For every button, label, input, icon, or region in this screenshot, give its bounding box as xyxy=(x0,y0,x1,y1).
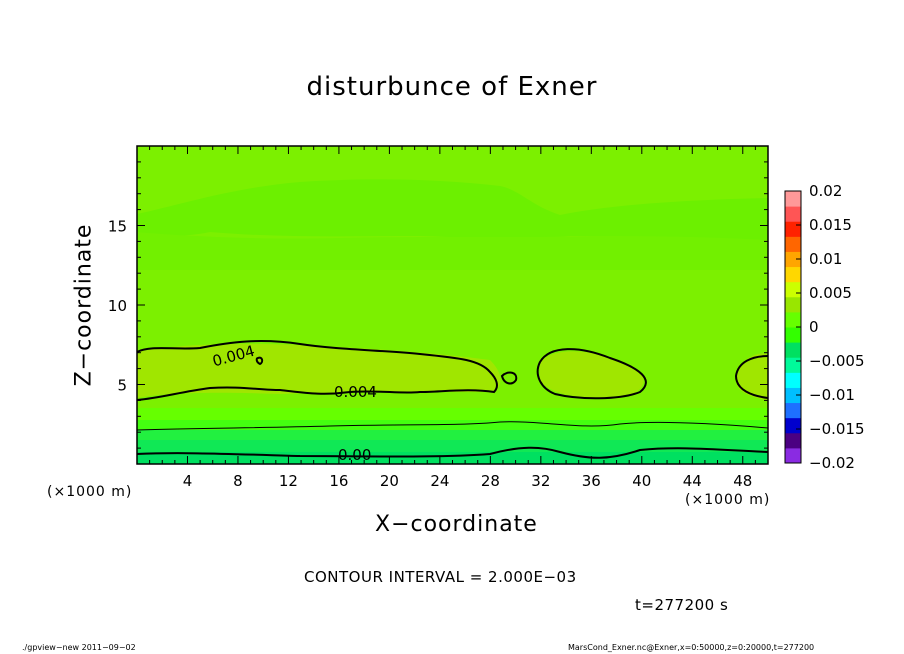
y-tick-label: 5 xyxy=(117,377,127,395)
heatmap-field xyxy=(137,146,768,464)
colorbar-swatch xyxy=(785,311,801,328)
field-band-b1 xyxy=(137,408,768,420)
y-axis-ticks: 5 10 15 xyxy=(108,161,768,449)
colorbar-label: −0.005 xyxy=(809,352,865,370)
x-tick-label: 24 xyxy=(430,472,449,490)
y-axis-label: Z−coordinate xyxy=(71,223,97,387)
colorbar-label: 0.005 xyxy=(809,284,852,302)
colorbar-label: 0.015 xyxy=(809,216,852,234)
colorbar-swatch xyxy=(785,447,801,464)
x-tick-label: 8 xyxy=(233,472,243,490)
colorbar-swatch xyxy=(785,266,801,283)
colorbar-label: −0.01 xyxy=(809,386,855,404)
x-unit-label-left: (×1000 m) xyxy=(47,484,133,500)
x-unit-label-right: (×1000 m) xyxy=(685,492,771,508)
colorbar-label: 0 xyxy=(809,318,819,336)
colorbar-swatch xyxy=(785,342,801,358)
colorbar-label: 0.01 xyxy=(809,250,842,268)
colorbar-swatch xyxy=(785,387,801,404)
field-anomaly-mid xyxy=(540,351,644,399)
contour-line-0.004-left xyxy=(137,340,498,401)
time-label: t=277200 s xyxy=(635,596,729,614)
colorbar-swatch xyxy=(785,296,801,313)
colorbar-swatch xyxy=(785,206,801,222)
field-band-mid xyxy=(137,232,768,270)
colorbar: 0.02 0.015 0.01 0.005 0 −0.005 −0.01 −0.015 −0.0… xyxy=(784,182,865,472)
contour-label-3: 0.00 xyxy=(338,446,371,464)
colorbar-label: −0.015 xyxy=(809,420,865,438)
x-tick-label: 44 xyxy=(683,472,702,490)
colorbar-swatch xyxy=(785,357,801,373)
contour-line-0.002 xyxy=(137,421,768,431)
colorbar-swatch xyxy=(785,327,801,343)
field-band-b2 xyxy=(137,420,768,430)
x-axis-ticks: 4 8 12 16 20 24 28 32 36 40 44 48 xyxy=(149,146,756,490)
x-tick-label: 12 xyxy=(279,472,298,490)
colorbar-swatch xyxy=(785,372,801,388)
field-band-b4 xyxy=(137,440,768,452)
x-tick-label: 48 xyxy=(733,472,752,490)
x-tick-label: 28 xyxy=(481,472,500,490)
colorbar-label: −0.02 xyxy=(809,454,855,472)
contour-label-2: 0.004 xyxy=(334,383,377,401)
colorbar-swatch xyxy=(785,191,801,207)
x-tick-label: 36 xyxy=(582,472,601,490)
colorbar-label: 0.02 xyxy=(809,182,842,200)
footer-left: ./gpview−new 2011−09−02 xyxy=(22,643,136,652)
footer-right: MarsCond_Exner.nc@Exner,x=0:50000,z=0:20… xyxy=(568,643,815,652)
contour-line-0.004-mid xyxy=(536,348,647,400)
colorbar-swatch xyxy=(785,221,801,237)
field-band-b3 xyxy=(137,430,768,440)
colorbar-swatch xyxy=(785,417,801,434)
contour-line-0.000 xyxy=(137,446,768,459)
x-tick-label: 4 xyxy=(183,472,193,490)
contour-line-0.004-right xyxy=(734,355,768,399)
x-tick-label: 20 xyxy=(380,472,399,490)
colorbar-swatch xyxy=(785,236,801,252)
colorbar-swatch xyxy=(785,251,801,268)
y-tick-label: 10 xyxy=(108,297,127,315)
x-tick-label: 40 xyxy=(632,472,651,490)
x-tick-label: 32 xyxy=(531,472,550,490)
y-tick-label: 15 xyxy=(108,218,127,236)
field-band-upper xyxy=(137,179,768,240)
field-anomaly-right xyxy=(736,353,768,400)
x-axis-label: X−coordinate xyxy=(375,512,538,537)
colorbar-swatch xyxy=(785,432,801,449)
colorbar-swatch xyxy=(785,281,801,298)
field-anomaly-left xyxy=(137,343,501,398)
colorbar-swatch xyxy=(785,402,801,419)
contour-interval-text: CONTOUR INTERVAL = 2.000E−03 xyxy=(304,568,577,586)
x-tick-label: 16 xyxy=(329,472,348,490)
contour-line-0.004-tiny xyxy=(255,356,264,366)
contour-line-0.004-small xyxy=(500,371,518,385)
chart-title: disturbunce of Exner xyxy=(306,72,598,102)
